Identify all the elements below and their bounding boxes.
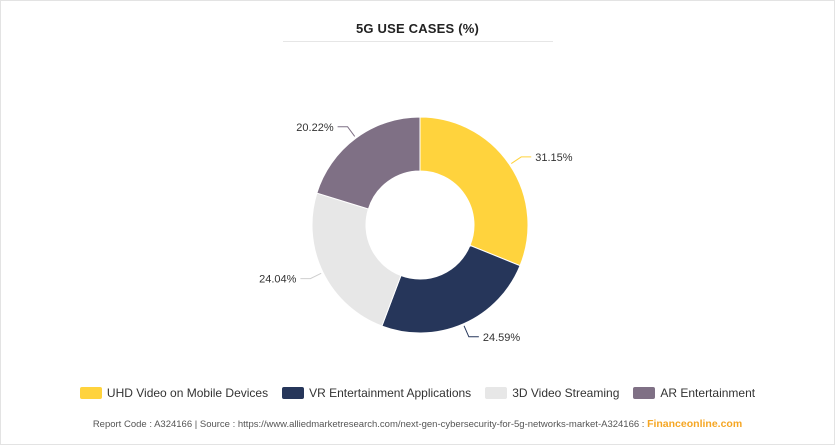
leader-line-3d bbox=[300, 272, 322, 280]
footer: Report Code : A324166 | Source : https:/… bbox=[0, 418, 835, 430]
legend: UHD Video on Mobile Devices VR Entertain… bbox=[0, 386, 835, 400]
chart-title: 5G USE CASES (%) bbox=[355, 21, 480, 36]
legend-label-uhd: UHD Video on Mobile Devices bbox=[106, 386, 269, 400]
donut-slice-vr[interactable] bbox=[381, 244, 521, 334]
footer-brand-logo[interactable]: Financeonline.com bbox=[647, 418, 743, 430]
footer-separator: | bbox=[194, 419, 198, 430]
donut-slice-ar[interactable] bbox=[316, 116, 421, 210]
donut-slice-uhd[interactable] bbox=[419, 116, 529, 267]
legend-item-vr[interactable]: VR Entertainment Applications bbox=[282, 386, 471, 400]
data-label-ar: 20.22% bbox=[296, 122, 334, 134]
legend-item-ar[interactable]: AR Entertainment bbox=[633, 386, 755, 400]
legend-swatch-vr bbox=[282, 387, 305, 399]
data-label-uhd: 31.15% bbox=[535, 152, 573, 164]
legend-label-3d: 3D Video Streaming bbox=[512, 386, 620, 400]
leader-line-vr bbox=[463, 325, 479, 338]
legend-swatch-uhd bbox=[79, 387, 102, 399]
data-label-vr: 24.59% bbox=[483, 332, 521, 344]
legend-item-3d[interactable]: 3D Video Streaming bbox=[485, 386, 619, 400]
title-divider bbox=[283, 41, 553, 42]
legend-label-vr: VR Entertainment Applications bbox=[309, 386, 472, 400]
legend-item-uhd[interactable]: UHD Video on Mobile Devices bbox=[79, 386, 269, 400]
legend-swatch-3d bbox=[485, 387, 508, 399]
donut-slice-3d[interactable] bbox=[311, 192, 402, 327]
leader-line-uhd bbox=[510, 156, 532, 165]
leader-line-ar bbox=[337, 126, 356, 137]
legend-swatch-ar bbox=[633, 387, 656, 399]
data-label-3d: 24.04% bbox=[259, 274, 297, 286]
legend-label-ar: AR Entertainment bbox=[660, 386, 756, 400]
footer-source: Source : https://www.alliedmarketresearc… bbox=[199, 419, 645, 430]
footer-report-code: Report Code : A324166 bbox=[92, 419, 193, 430]
